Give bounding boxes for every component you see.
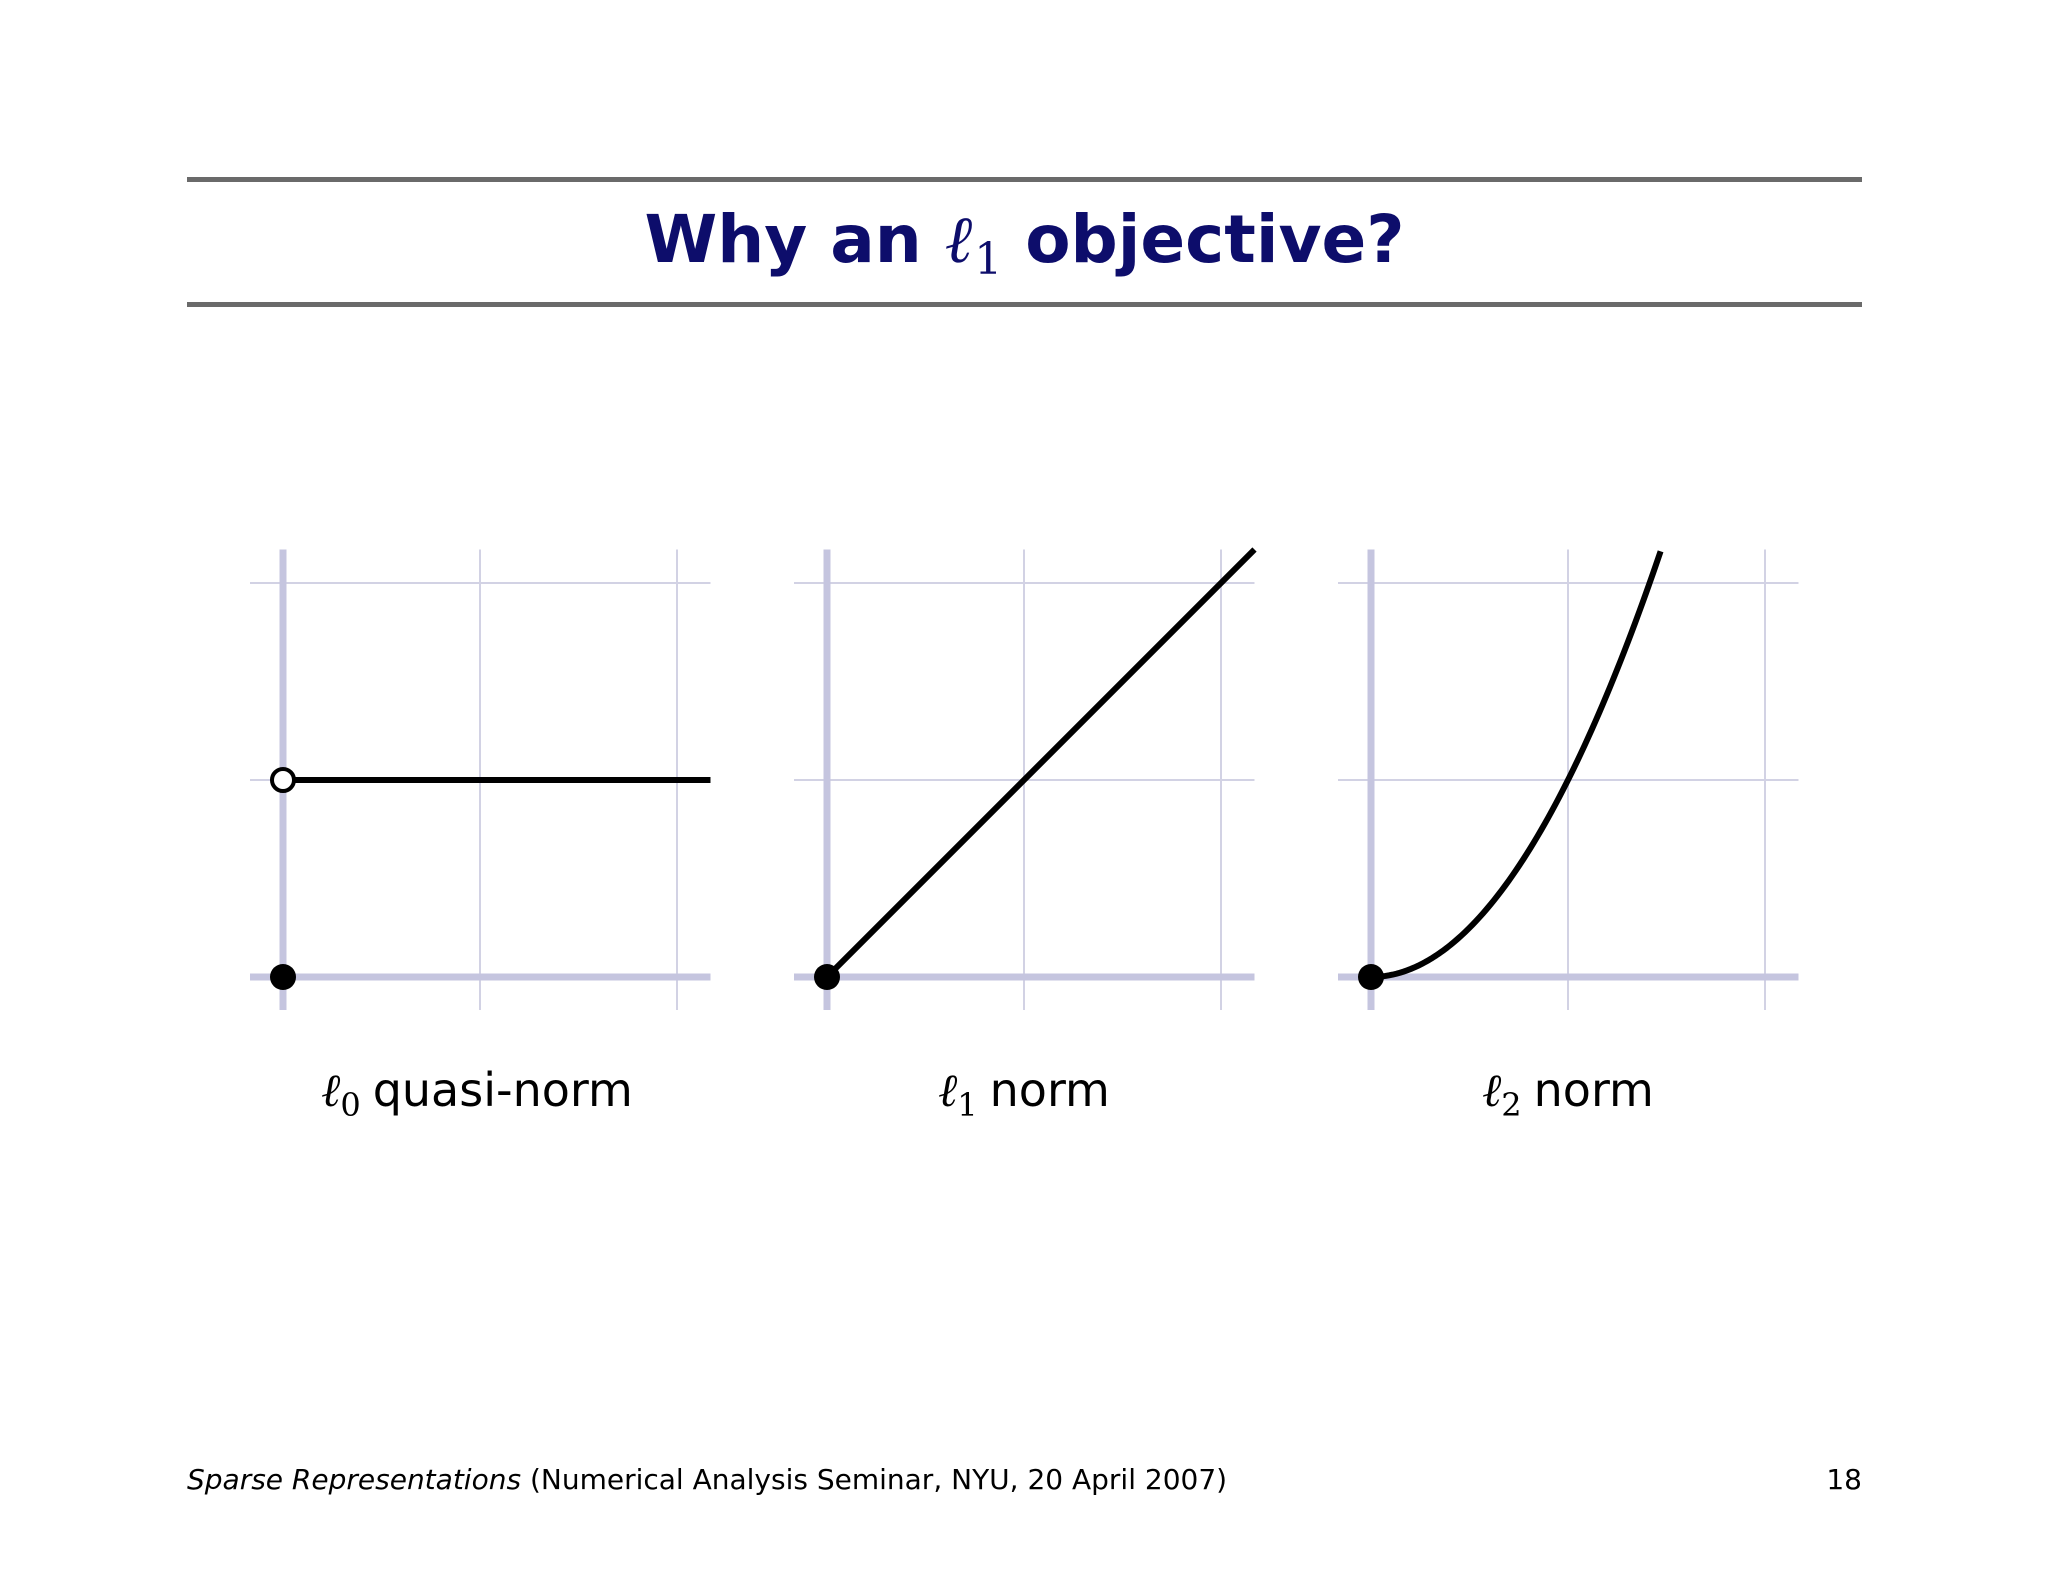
plot-label-text: norm <box>1533 1063 1654 1117</box>
footer-talk-title: Sparse Representations <box>187 1463 522 1496</box>
filled-point-marker <box>814 964 840 990</box>
plot-label-text: quasi-norm <box>372 1063 633 1117</box>
title-prefix: Why an <box>644 201 945 278</box>
title-rule-bottom <box>187 302 1862 307</box>
footer-talk-details: (Numerical Analysis Seminar, NYU, 20 Apr… <box>521 1463 1228 1496</box>
plot-label-l2: ℓ2 norm <box>1338 1060 1798 1125</box>
plot-label-subscript: 0 <box>340 1086 361 1124</box>
title-subscript: 1 <box>974 234 1003 285</box>
open-point-marker <box>270 767 296 793</box>
filled-point-marker <box>1358 964 1384 990</box>
plot-label-subscript: 2 <box>1501 1086 1522 1124</box>
curve-line <box>1370 550 1664 980</box>
title-rule-top <box>187 177 1862 182</box>
plot-label-ell: ℓ <box>938 1063 958 1117</box>
title-ell-symbol: ℓ <box>944 201 973 278</box>
footer-citation: Sparse Representations (Numerical Analys… <box>187 1462 1227 1498</box>
page-number: 18 <box>1826 1463 1862 1496</box>
slide-title: Why an ℓ1 objective? <box>187 190 1862 298</box>
filled-point-marker <box>270 964 296 990</box>
plot-label-l0: ℓ0 quasi-norm <box>247 1060 707 1125</box>
plot-label-subscript: 1 <box>957 1086 978 1124</box>
plot-label-l1: ℓ1 norm <box>794 1060 1254 1125</box>
plot-label-ell: ℓ <box>1482 1063 1502 1117</box>
plot-label-ell: ℓ <box>321 1063 341 1117</box>
title-suffix: objective? <box>1002 201 1405 278</box>
plot-label-text: norm <box>989 1063 1110 1117</box>
curve-line <box>824 547 1257 980</box>
